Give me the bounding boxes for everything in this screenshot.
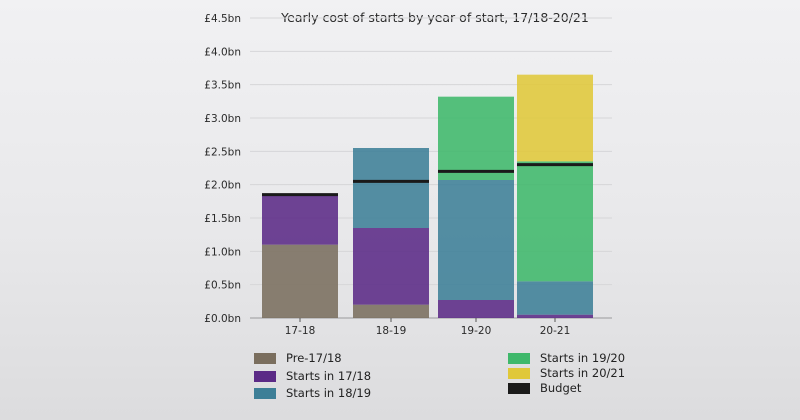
legend-swatch (508, 382, 530, 394)
bar-segment (262, 244, 338, 318)
bar-segment (438, 180, 514, 300)
x-tick-label: 19-20 (461, 325, 492, 337)
legend-label: Budget (540, 381, 582, 395)
bar-segment (353, 304, 429, 318)
bar-segment (517, 281, 593, 315)
legend-item: Starts in 19/20 (508, 351, 625, 365)
legend-item: Starts in 18/19 (254, 386, 371, 400)
bar-segment (262, 194, 338, 245)
bar-segment (517, 74, 593, 162)
legend-label: Starts in 20/21 (540, 366, 626, 380)
x-tick-label: 20-21 (540, 325, 571, 337)
legend-label: Pre-17/18 (286, 351, 342, 365)
y-tick-label: £1.0bn (204, 246, 241, 258)
legend-item: Starts in 17/18 (254, 369, 371, 383)
y-tick-label: £4.0bn (204, 46, 241, 58)
legend-label: Starts in 18/19 (286, 386, 372, 400)
bar-segment (517, 161, 593, 282)
legend-swatch (508, 352, 530, 364)
legend-swatch (254, 352, 276, 364)
bar-segment (353, 148, 429, 228)
legend-label: Starts in 17/18 (286, 369, 372, 383)
legend-swatch (254, 387, 276, 399)
legend-swatch (508, 367, 530, 379)
x-tick-label: 17-18 (285, 325, 316, 337)
y-tick-label: £0.0bn (204, 313, 241, 325)
bar-segment (438, 96, 514, 180)
legend-item: Budget (508, 381, 581, 395)
y-tick-label: £2.5bn (204, 146, 241, 158)
bar-segment (517, 314, 593, 318)
y-tick-label: £3.5bn (204, 80, 241, 92)
legend-swatch (254, 370, 276, 382)
legend-label: Starts in 19/20 (540, 351, 626, 365)
legend-item: Starts in 20/21 (508, 366, 625, 380)
y-tick-label: £2.0bn (204, 180, 241, 192)
y-tick-label: £3.0bn (204, 113, 241, 125)
y-tick-label: £4.5bn (204, 13, 241, 25)
x-tick-label: 18-19 (376, 325, 407, 337)
legend-item: Pre-17/18 (254, 351, 342, 365)
y-tick-label: £1.5bn (204, 213, 241, 225)
y-tick-label: £0.5bn (204, 280, 241, 292)
bar-segment (353, 228, 429, 305)
bar-segment (438, 300, 514, 318)
